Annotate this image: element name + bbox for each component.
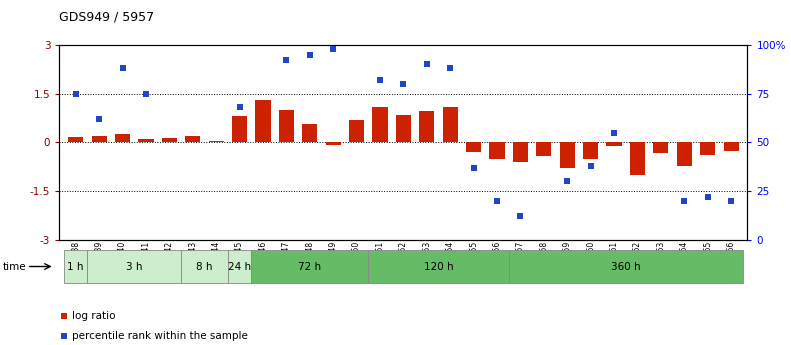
Bar <box>536 142 551 156</box>
Text: 360 h: 360 h <box>611 262 641 272</box>
Bar <box>700 142 715 155</box>
Bar <box>373 107 388 142</box>
Bar <box>607 142 622 146</box>
Bar <box>68 137 83 142</box>
Bar <box>161 138 177 142</box>
Text: 72 h: 72 h <box>298 262 321 272</box>
Text: percentile rank within the sample: percentile rank within the sample <box>73 331 248 341</box>
Bar <box>560 142 575 168</box>
Bar <box>326 142 341 145</box>
Text: time: time <box>2 263 26 272</box>
Text: 120 h: 120 h <box>424 262 453 272</box>
Bar <box>185 137 200 142</box>
Bar <box>369 250 509 283</box>
Bar <box>490 142 505 159</box>
Bar <box>64 250 88 283</box>
Bar <box>115 134 131 142</box>
Bar <box>396 115 411 142</box>
Bar <box>509 250 743 283</box>
Text: log ratio: log ratio <box>73 311 115 321</box>
Bar <box>630 142 645 175</box>
Bar <box>466 142 481 152</box>
Bar <box>232 116 247 142</box>
Text: 24 h: 24 h <box>228 262 251 272</box>
Bar <box>255 100 271 142</box>
Bar <box>583 142 598 159</box>
Bar <box>88 250 181 283</box>
Bar <box>209 141 224 142</box>
Bar <box>138 139 153 142</box>
Bar <box>228 250 252 283</box>
Bar <box>302 125 317 142</box>
Bar <box>92 136 107 142</box>
Bar <box>443 107 458 142</box>
Bar <box>676 142 692 166</box>
Bar <box>252 250 369 283</box>
Bar <box>419 111 434 142</box>
Bar <box>724 142 739 151</box>
Text: GDS949 / 5957: GDS949 / 5957 <box>59 10 154 23</box>
Text: 3 h: 3 h <box>126 262 142 272</box>
Bar <box>349 120 364 142</box>
Bar <box>278 110 294 142</box>
Bar <box>513 142 528 162</box>
Text: 8 h: 8 h <box>196 262 213 272</box>
Bar <box>653 142 668 153</box>
Bar <box>181 250 228 283</box>
Text: 1 h: 1 h <box>67 262 84 272</box>
